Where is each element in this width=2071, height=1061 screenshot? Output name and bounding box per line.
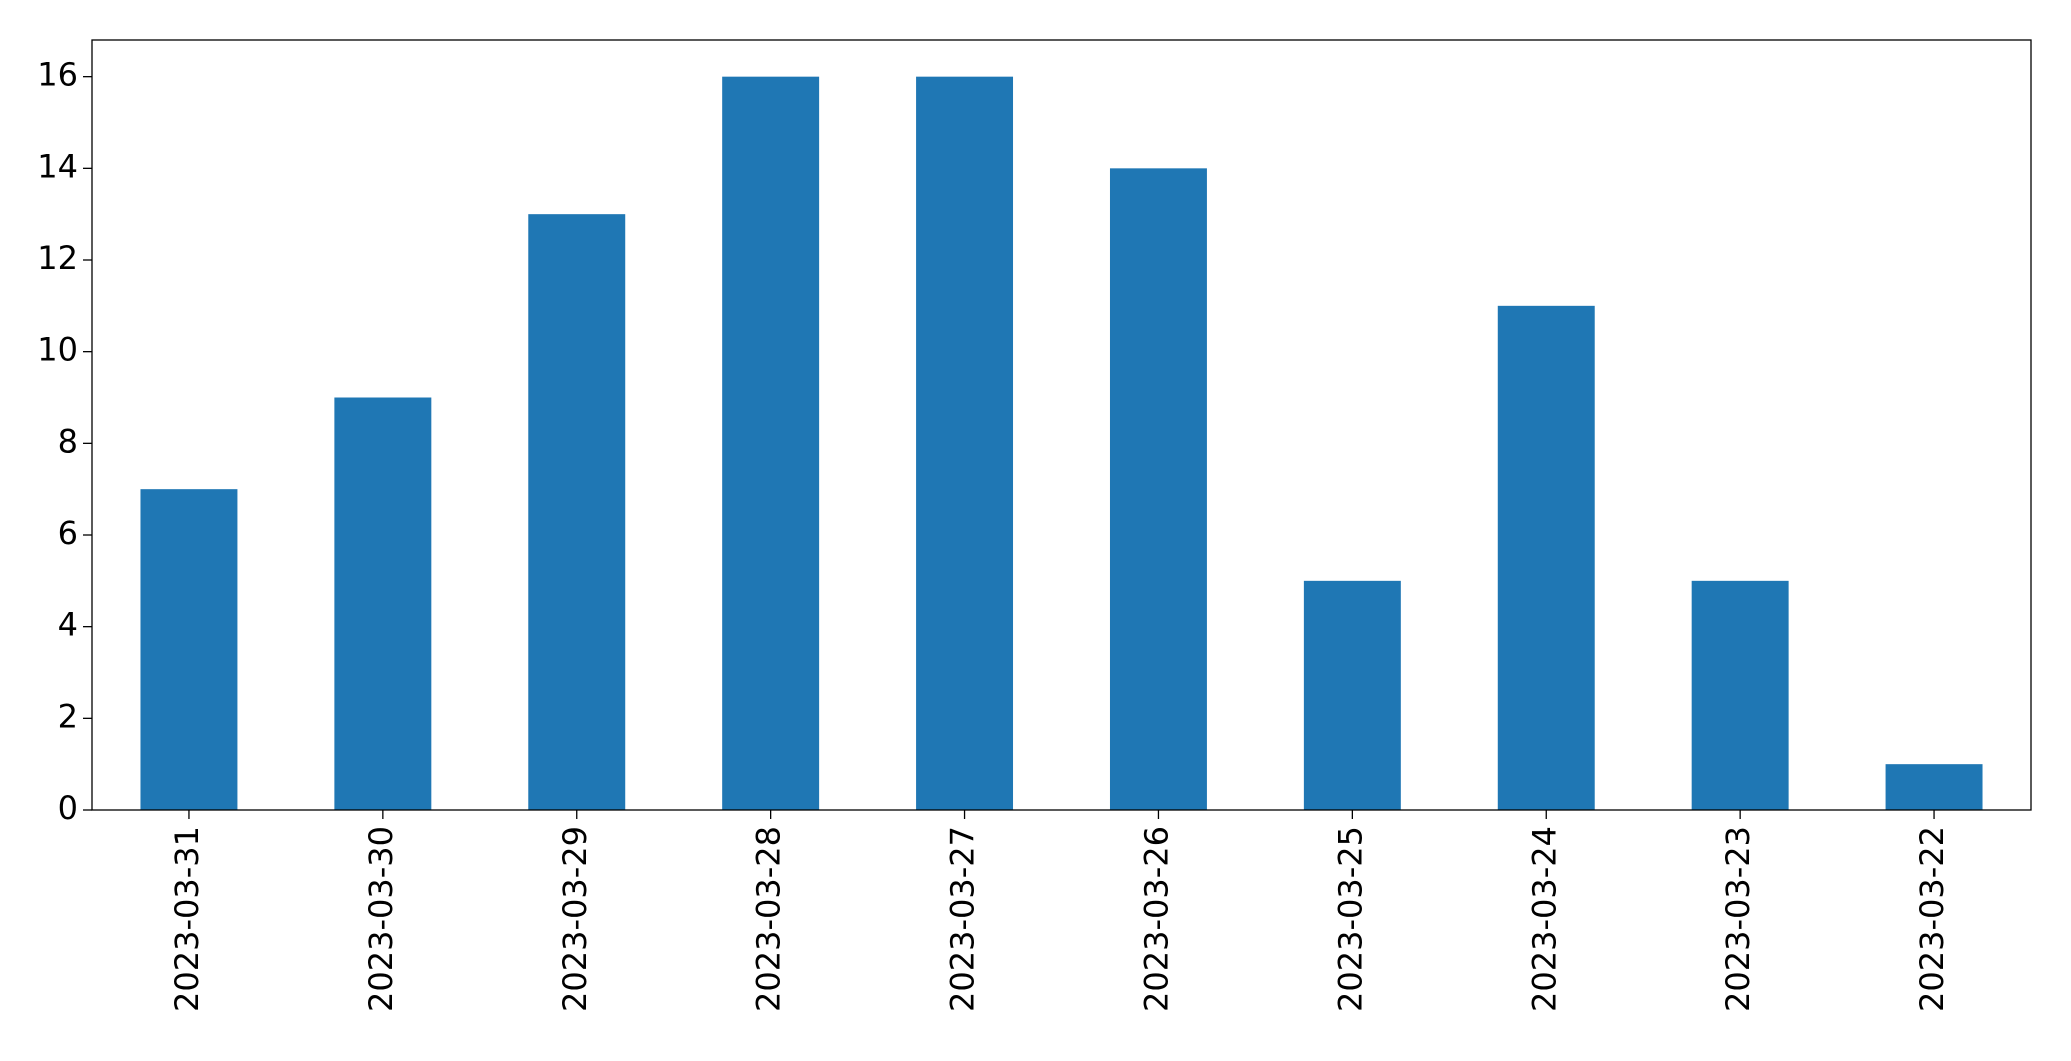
x-tick-label: 2023-03-30 (362, 826, 400, 1012)
y-tick-label: 6 (58, 514, 78, 552)
plot-frame (91, 39, 2032, 811)
x-tick-label: 2023-03-27 (944, 826, 982, 1012)
y-tick-label: 14 (37, 147, 78, 185)
bar (140, 489, 238, 810)
bar (1303, 580, 1401, 810)
bar (334, 397, 432, 810)
bar (1497, 305, 1595, 810)
y-tick-label: 16 (37, 56, 78, 94)
x-tick-label: 2023-03-28 (750, 826, 788, 1012)
bar (916, 76, 1014, 810)
y-tick-label: 10 (37, 331, 78, 369)
y-tick-label: 12 (37, 239, 78, 277)
x-tick-label: 2023-03-31 (168, 826, 206, 1012)
bar (722, 76, 820, 810)
y-tick-label: 0 (58, 789, 78, 827)
y-tick-label: 8 (58, 422, 78, 460)
x-tick-label: 2023-03-23 (1719, 826, 1757, 1012)
bar (1691, 580, 1789, 810)
bar (1885, 764, 1983, 810)
x-tick-label: 2023-03-26 (1137, 826, 1175, 1012)
y-tick-label: 2 (58, 697, 78, 735)
x-tick-label: 2023-03-29 (556, 826, 594, 1012)
x-tick-label: 2023-03-25 (1331, 826, 1369, 1012)
y-tick-label: 4 (58, 606, 78, 644)
x-tick-label: 2023-03-22 (1913, 826, 1951, 1012)
x-tick-label: 2023-03-24 (1525, 826, 1563, 1012)
bar (528, 214, 626, 810)
bar (1109, 168, 1207, 811)
